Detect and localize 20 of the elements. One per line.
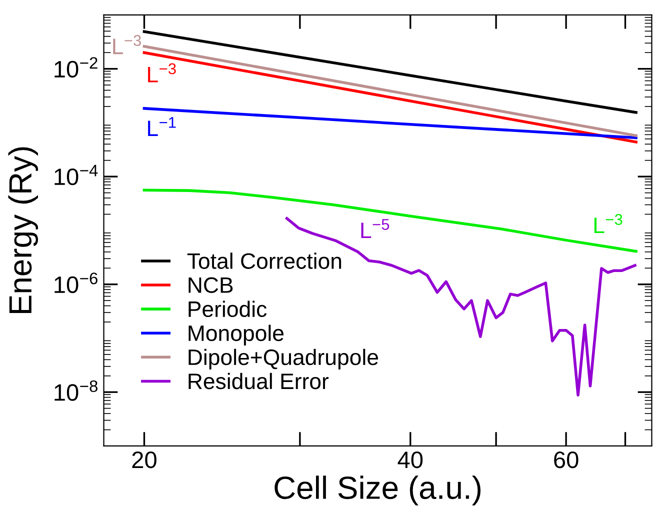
legend-label: Total Correction — [187, 252, 342, 269]
annotation: L$^{−3}$ — [113, 35, 141, 54]
x-tick-label: 40 — [398, 451, 423, 468]
legend-label: Periodic — [188, 300, 267, 318]
legend-label: NCB — [188, 277, 233, 294]
x-tick-label: 20 — [132, 451, 156, 468]
annotation: L$^{−5}$ — [361, 219, 390, 238]
legend-label: Residual Error — [188, 372, 329, 390]
annotation: L$^{−1}$ — [148, 117, 176, 136]
y-tick-label: 10$^{−6}$ — [54, 272, 98, 294]
y-tick-label: 10$^{−2}$ — [54, 57, 98, 78]
x-axis-title: Cell Size (a.u.) — [274, 476, 481, 506]
annotation: L$^{−3}$ — [148, 63, 176, 82]
x-tick-label: 60 — [554, 451, 578, 468]
legend-label: Dipole+Quadrupole — [188, 348, 378, 370]
annotation: L$^{−3}$ — [594, 214, 622, 234]
y-axis-title: Energy (Ry) — [8, 147, 38, 314]
y-tick-label: 10$^{−8}$ — [54, 380, 98, 401]
legend-label: Monopole — [188, 324, 284, 346]
y-tick-label: 10$^{−4}$ — [54, 164, 98, 186]
